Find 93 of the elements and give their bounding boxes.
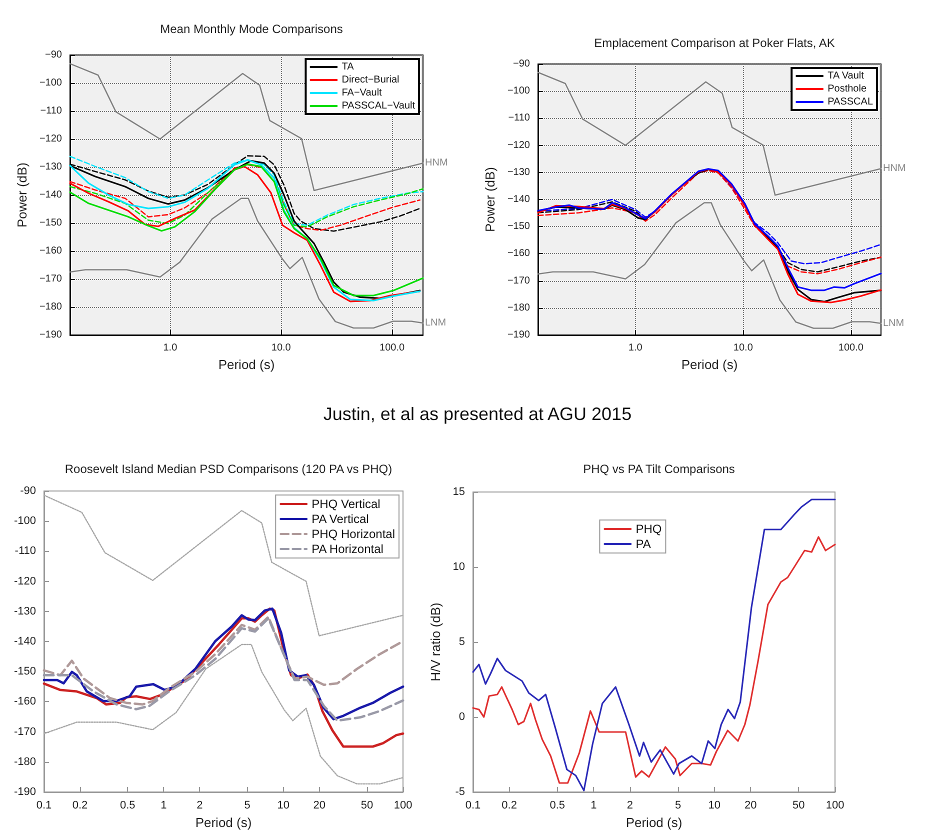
x-tick-label: 0.1 (465, 800, 481, 812)
chart-title: Mean Monthly Mode Comparisons (160, 22, 343, 36)
x-tick-label: 0.5 (120, 800, 136, 812)
text: LNM (883, 318, 904, 329)
x-axis-title: Period (s) (626, 814, 682, 830)
legend-label: PA Horizontal (312, 542, 384, 556)
x-tick-label: 10 (277, 800, 290, 812)
y-tick-label: −190 (507, 330, 530, 340)
legend-label: FA−Vault (342, 88, 382, 98)
y-tick-label: −120 (39, 134, 62, 144)
y-tick-label: −160 (507, 248, 530, 260)
x-tick-label: 10.0 (271, 342, 292, 354)
x-tick-label: 2 (196, 800, 203, 812)
chart-title: Emplacement Comparison at Poker Flats, AK (594, 36, 835, 50)
y-tick-label: 0 (458, 711, 465, 723)
x-tick-label: 50 (792, 800, 805, 812)
x-tick-label: 100.0 (838, 342, 864, 354)
x-tick-label: 5 (674, 800, 682, 812)
x-tick-label: 0.2 (502, 800, 517, 812)
x-tick-label: 1.0 (163, 342, 178, 354)
y-tick-label: −170 (39, 274, 62, 284)
x-tick-label: 0.1 (36, 800, 52, 812)
x-tick-label: 10 (708, 800, 720, 812)
y-tick-label: −90 (45, 50, 62, 60)
y-tick-label: −170 (507, 275, 530, 286)
y-tick-label: -120 (14, 575, 36, 588)
y-tick-label: -150 (14, 666, 36, 678)
y-tick-label: 10 (452, 561, 465, 573)
legend-label: Direct−Burial (342, 74, 400, 86)
legend-label: PA (636, 537, 651, 551)
x-tick-label: 50 (360, 800, 374, 812)
y-axis-title: Power (dB) (14, 162, 30, 228)
y-tick-label: −100 (39, 78, 62, 88)
x-axis-title: Period (s) (218, 356, 275, 372)
y-tick-label: −110 (40, 106, 62, 116)
y-tick-label: −140 (507, 194, 530, 205)
x-tick-label: 2 (626, 800, 634, 812)
y-tick-label: −140 (39, 190, 62, 200)
legend-label: PASSCAL−Vault (342, 100, 416, 112)
chart-title: PHQ vs PA Tilt Comparisons (583, 462, 735, 476)
y-tick-label: -110 (14, 545, 36, 558)
y-tick-label: −130 (39, 162, 62, 172)
x-tick-label: 0.2 (72, 800, 88, 812)
legend-label: PHQ Horizontal (312, 527, 396, 541)
y-tick-label: −180 (507, 302, 530, 314)
x-tick-label: 100.0 (380, 342, 406, 354)
legend-label: PHQ Vertical (312, 497, 380, 511)
x-tick-label: 1.0 (628, 342, 643, 354)
legend-label: Posthole (828, 84, 867, 94)
y-tick-label: −110 (508, 112, 530, 124)
text: Justin, et al as presented at AGU 2015 (322, 404, 633, 425)
y-tick-label: -100 (14, 515, 36, 528)
y-tick-label: −90 (513, 58, 530, 70)
y-tick-label: −150 (507, 221, 530, 232)
x-tick-label: 20 (313, 800, 326, 812)
y-tick-label: -130 (14, 605, 36, 618)
legend-label: TA (342, 62, 354, 72)
legend-label: PHQ (636, 522, 662, 536)
y-tick-label: −130 (507, 166, 530, 178)
y-tick-label: -5 (455, 786, 465, 798)
y-tick-label: −120 (507, 140, 530, 151)
y-tick-label: −160 (39, 246, 62, 256)
y-axis-title: Power (dB) (482, 166, 498, 232)
y-tick-label: 15 (452, 486, 465, 498)
y-tick-label: -160 (14, 696, 36, 708)
legend-label: PA Vertical (312, 512, 369, 526)
y-tick-label: −190 (39, 330, 62, 340)
text: HNM (883, 163, 906, 174)
x-tick-label: 100 (826, 800, 844, 812)
x-tick-label: 20 (744, 800, 757, 812)
y-tick-label: -190 (14, 786, 36, 798)
y-tick-label: −180 (39, 302, 62, 312)
y-tick-label: -140 (14, 636, 36, 648)
chart-title: Roosevelt Island Median PSD Comparisons (120 PA vs PHQ) (64, 462, 392, 476)
x-tick-label: 100 (394, 800, 412, 812)
y-axis-title: H/V ratio (dB) (428, 602, 443, 682)
x-tick-label: 0.5 (550, 800, 565, 812)
legend-label: TA Vault (828, 70, 864, 82)
x-axis-title: Period (s) (195, 814, 252, 830)
y-tick-label: -90 (20, 485, 36, 497)
text: HNM (425, 158, 448, 169)
x-tick-label: 10.0 (733, 342, 754, 354)
text: LNM (425, 317, 446, 328)
y-tick-label: −100 (507, 86, 530, 97)
legend-label: PASSCAL (828, 96, 874, 108)
y-tick-label: −150 (39, 218, 62, 228)
x-tick-label: 1 (160, 800, 167, 812)
x-tick-label: 1 (590, 800, 597, 812)
y-tick-label: -180 (14, 756, 36, 768)
x-tick-label: 5 (244, 800, 250, 812)
y-tick-label: -170 (14, 726, 36, 738)
x-axis-title: Period (s) (681, 356, 738, 372)
y-tick-label: 5 (458, 636, 465, 648)
